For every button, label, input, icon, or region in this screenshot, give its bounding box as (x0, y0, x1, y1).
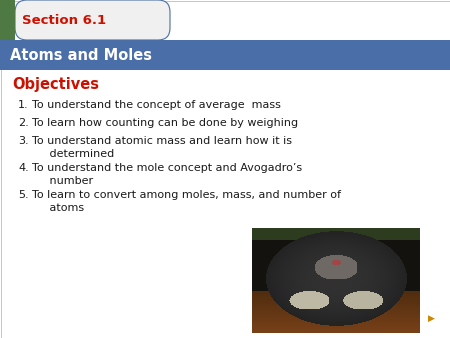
Text: 5.: 5. (18, 190, 29, 200)
Text: Atoms and Moles: Atoms and Moles (10, 48, 152, 64)
Text: To understand the concept of average  mass: To understand the concept of average mas… (32, 100, 281, 110)
Bar (0, 0, 15, 40)
Text: 4.: 4. (18, 163, 29, 173)
Text: 1.: 1. (18, 100, 29, 110)
Text: 2.: 2. (18, 118, 29, 128)
Text: ▶: ▶ (428, 314, 434, 322)
FancyBboxPatch shape (15, 0, 170, 40)
Bar (0, 40, 450, 70)
Text: To understand the mole concept and Avogadro’s
     number: To understand the mole concept and Avoga… (32, 163, 302, 186)
Text: Section 6.1: Section 6.1 (22, 14, 106, 26)
Text: To understand atomic mass and learn how it is
     determined: To understand atomic mass and learn how … (32, 136, 292, 159)
Text: 3.: 3. (18, 136, 29, 146)
Text: Objectives: Objectives (12, 77, 99, 93)
Text: To learn to convert among moles, mass, and number of
     atoms: To learn to convert among moles, mass, a… (32, 190, 341, 213)
Text: To learn how counting can be done by weighing: To learn how counting can be done by wei… (32, 118, 298, 128)
Bar (0, 0, 450, 40)
